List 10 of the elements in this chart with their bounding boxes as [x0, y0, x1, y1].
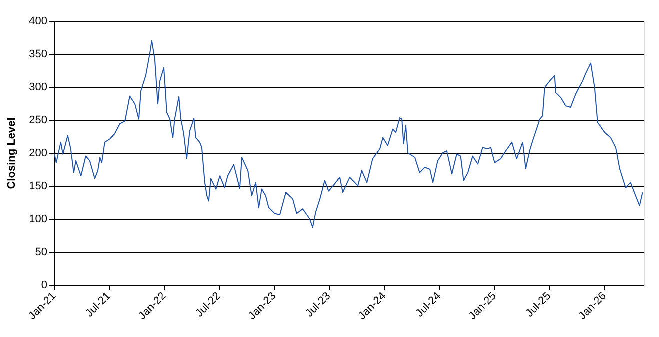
- y-tick-label: 300: [29, 82, 48, 94]
- y-tick-label: 200: [29, 148, 48, 160]
- y-tick-label: 150: [29, 180, 48, 192]
- y-tick-label: 350: [29, 48, 48, 60]
- y-tick-label: 100: [29, 214, 48, 226]
- y-tick-label: 0: [41, 280, 48, 292]
- y-tick-label: 50: [35, 246, 48, 258]
- y-axis-title: Closing Level: [6, 118, 18, 190]
- y-tick-label: 400: [29, 16, 48, 28]
- y-tick-label: 250: [29, 114, 48, 126]
